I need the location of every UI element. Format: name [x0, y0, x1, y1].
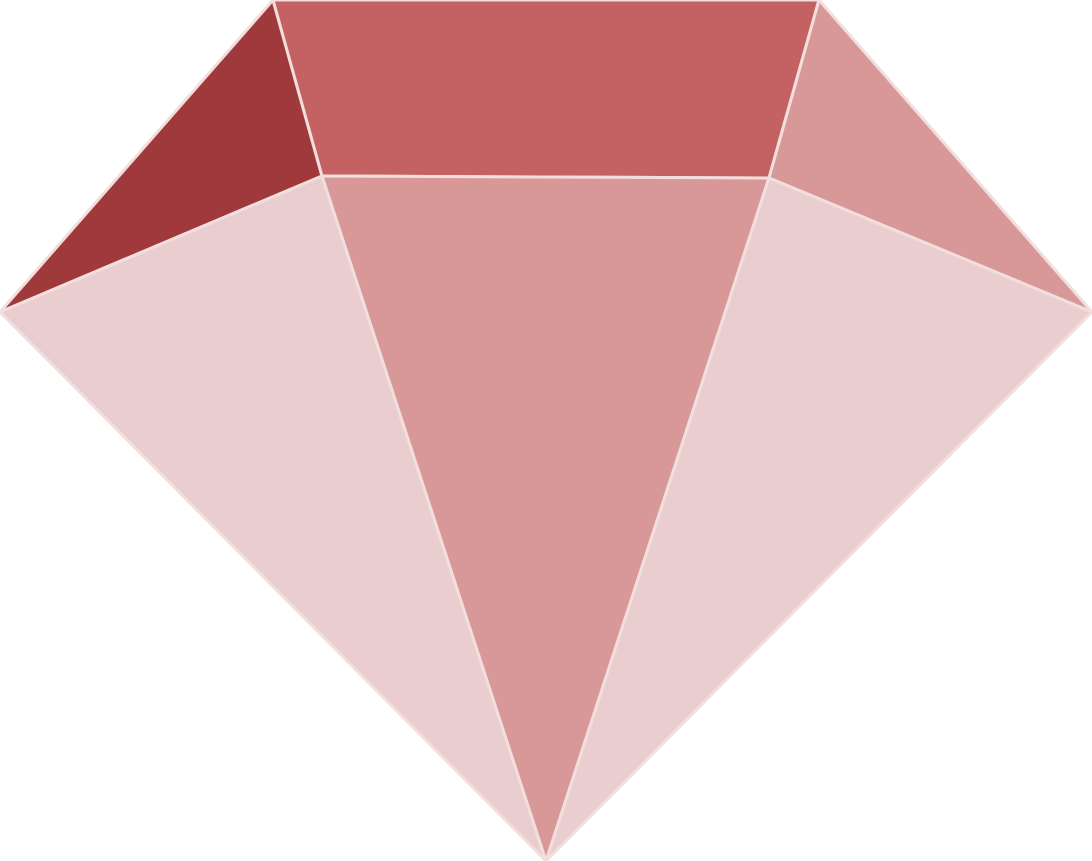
gem-crown-top-facet: [271, 0, 821, 180]
gem-pavilion-right-facet: [544, 176, 1092, 861]
